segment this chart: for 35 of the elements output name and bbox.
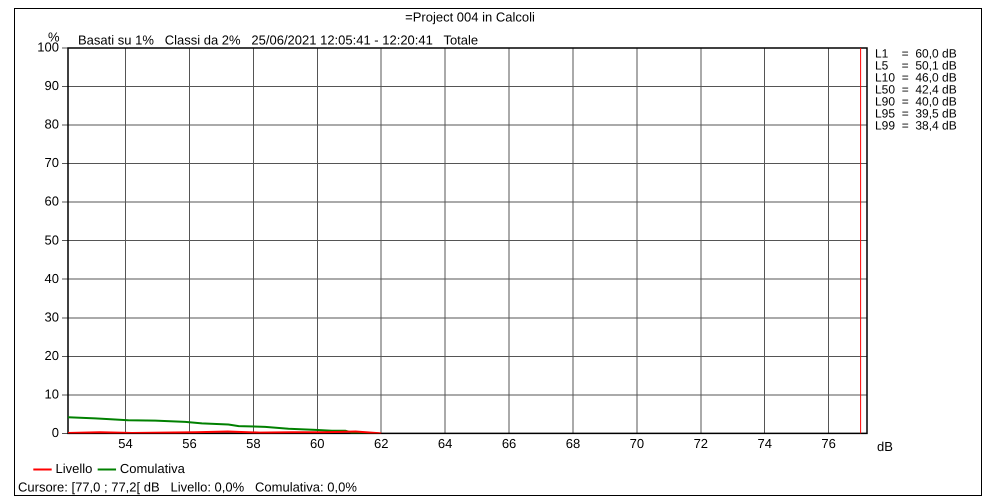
x-tick-label: 56 [182, 436, 197, 451]
legend-label: Comulativa [120, 461, 186, 476]
x-tick-label: 68 [566, 436, 580, 451]
text: L50 = 42,4 dB [875, 82, 957, 96]
x-tick-label: 74 [757, 436, 772, 451]
text: L99 = 38,4 dB [875, 118, 957, 132]
y-tick-label: 30 [44, 309, 59, 324]
y-tick-label: 70 [44, 155, 59, 170]
text: L1 = 60,0 dB [875, 46, 957, 60]
x-tick-label: 64 [438, 436, 452, 451]
y-tick-label: 10 [44, 386, 59, 402]
x-tick-label: 70 [630, 436, 644, 451]
y-tick-label: 40 [44, 270, 59, 286]
x-tick-label: 76 [821, 436, 836, 451]
y-tick-label: 0 [52, 424, 59, 440]
y-tick-label: 50 [44, 232, 59, 248]
x-tick-label: 66 [502, 436, 516, 451]
y-tick-label: 80 [44, 116, 59, 132]
text: Cursore: [77,0 ; 77,2[ dB Livello: 0,0% Comulativa: 0,0% [18, 480, 358, 495]
y-tick-label: 60 [44, 194, 59, 209]
text: L90 = 40,0 dB [875, 94, 957, 108]
x-tick-label: 62 [374, 436, 388, 451]
text: L10 = 46,0 dB [875, 70, 957, 84]
x-tick-label: 72 [694, 436, 708, 451]
x-tick-label: 60 [310, 436, 325, 451]
chart-subtitle: Basati su 1% Classi da 2% 25/06/2021 12:05:41 - 12:20:41 Totale [78, 32, 478, 48]
x-axis-title: dB [877, 438, 893, 454]
text: L95 = 39,5 dB [875, 106, 957, 120]
text: L5 = 50,1 dB [875, 58, 957, 72]
chart-title: =Project 004 in Calcoli [405, 10, 535, 25]
x-tick-label: 54 [118, 436, 133, 451]
y-tick-label: 20 [44, 348, 59, 363]
y-tick-label: 90 [44, 78, 59, 94]
x-tick-label: 58 [246, 436, 261, 451]
legend-label: Livello [56, 461, 92, 476]
